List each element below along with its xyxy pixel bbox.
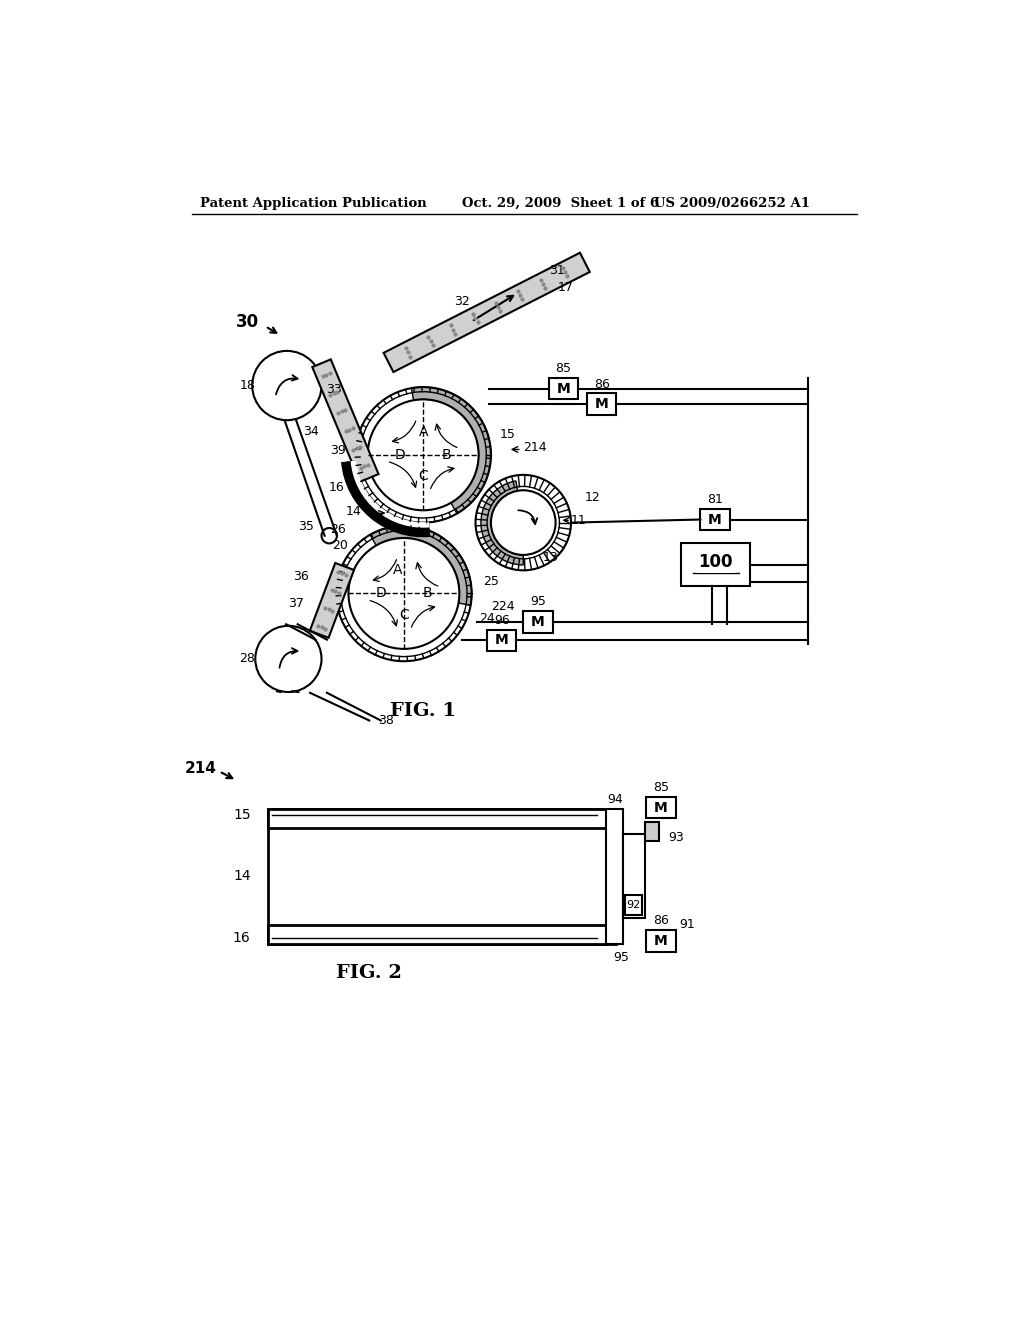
Text: FIG. 1: FIG. 1 — [390, 702, 457, 721]
Text: 25: 25 — [483, 576, 499, 589]
Text: 16: 16 — [329, 482, 345, 495]
Text: 33: 33 — [327, 383, 342, 396]
Circle shape — [368, 400, 478, 511]
Text: 15: 15 — [233, 808, 251, 822]
Text: 37: 37 — [288, 597, 304, 610]
Text: 31: 31 — [549, 264, 564, 277]
Text: 96: 96 — [494, 614, 510, 627]
Text: 14: 14 — [233, 869, 251, 883]
Text: 86: 86 — [653, 915, 669, 927]
Text: FIG. 2: FIG. 2 — [336, 964, 402, 982]
Wedge shape — [481, 480, 523, 565]
Text: M: M — [595, 397, 608, 411]
Bar — [549, 378, 578, 400]
Text: 85: 85 — [555, 362, 571, 375]
Text: 35: 35 — [298, 520, 314, 533]
Circle shape — [490, 490, 556, 554]
Bar — [645, 822, 658, 841]
Text: M: M — [556, 381, 570, 396]
Text: 86: 86 — [594, 378, 609, 391]
Bar — [267, 924, 615, 944]
Circle shape — [322, 528, 337, 544]
Text: 224: 224 — [490, 601, 514, 612]
Bar — [487, 630, 516, 651]
Text: 38: 38 — [379, 714, 394, 727]
Circle shape — [255, 626, 322, 692]
Text: 24: 24 — [479, 612, 496, 626]
Text: C: C — [418, 470, 428, 483]
Text: 30: 30 — [236, 313, 259, 331]
Text: 81: 81 — [707, 492, 723, 506]
Text: 214: 214 — [523, 441, 547, 454]
Polygon shape — [312, 359, 379, 482]
Polygon shape — [384, 252, 590, 372]
Circle shape — [348, 539, 460, 649]
Wedge shape — [370, 525, 472, 605]
Bar — [523, 611, 553, 632]
Text: M: M — [654, 933, 668, 948]
Text: 94: 94 — [607, 793, 623, 807]
Text: 36: 36 — [294, 570, 309, 583]
Text: 14: 14 — [346, 504, 361, 517]
Text: 34: 34 — [303, 425, 319, 438]
Text: 91: 91 — [680, 917, 695, 931]
Text: B: B — [422, 586, 432, 601]
Bar — [606, 809, 624, 944]
Text: 28: 28 — [240, 652, 255, 665]
Text: M: M — [531, 615, 545, 628]
Wedge shape — [412, 387, 490, 513]
Text: Patent Application Publication: Patent Application Publication — [200, 197, 427, 210]
Bar — [587, 393, 616, 414]
Bar — [681, 544, 751, 586]
Text: 95: 95 — [613, 952, 629, 964]
Text: B: B — [441, 447, 452, 462]
Text: 85: 85 — [653, 781, 669, 795]
Text: 32: 32 — [454, 296, 470, 308]
Text: D: D — [376, 586, 386, 601]
Text: 12: 12 — [585, 491, 601, 504]
Text: 17: 17 — [558, 281, 573, 294]
Text: 95: 95 — [530, 595, 546, 609]
Text: A: A — [419, 425, 428, 438]
Bar — [624, 834, 645, 919]
Text: 16: 16 — [232, 931, 251, 945]
Circle shape — [252, 351, 322, 420]
Text: M: M — [654, 800, 668, 814]
Bar — [646, 929, 676, 952]
Text: 214: 214 — [185, 760, 217, 776]
Text: 13: 13 — [543, 550, 558, 564]
Bar — [646, 797, 676, 818]
Bar — [625, 895, 642, 915]
Text: 26: 26 — [331, 523, 346, 536]
Text: 100: 100 — [698, 553, 733, 570]
Text: 18: 18 — [240, 379, 255, 392]
Text: C: C — [399, 609, 409, 622]
Text: A: A — [393, 564, 402, 577]
Text: Oct. 29, 2009  Sheet 1 of 6: Oct. 29, 2009 Sheet 1 of 6 — [462, 197, 658, 210]
Bar — [700, 508, 730, 531]
Polygon shape — [310, 564, 354, 638]
Text: M: M — [709, 512, 722, 527]
Text: 92: 92 — [627, 899, 640, 909]
Text: M: M — [495, 634, 509, 647]
Text: 20: 20 — [332, 539, 348, 552]
Text: 15: 15 — [500, 428, 516, 441]
Text: 11: 11 — [571, 513, 587, 527]
Bar — [267, 809, 615, 829]
Bar — [267, 809, 606, 944]
Text: US 2009/0266252 A1: US 2009/0266252 A1 — [654, 197, 810, 210]
Text: 39: 39 — [331, 445, 346, 458]
Text: 93: 93 — [668, 832, 684, 843]
Text: D: D — [394, 447, 406, 462]
